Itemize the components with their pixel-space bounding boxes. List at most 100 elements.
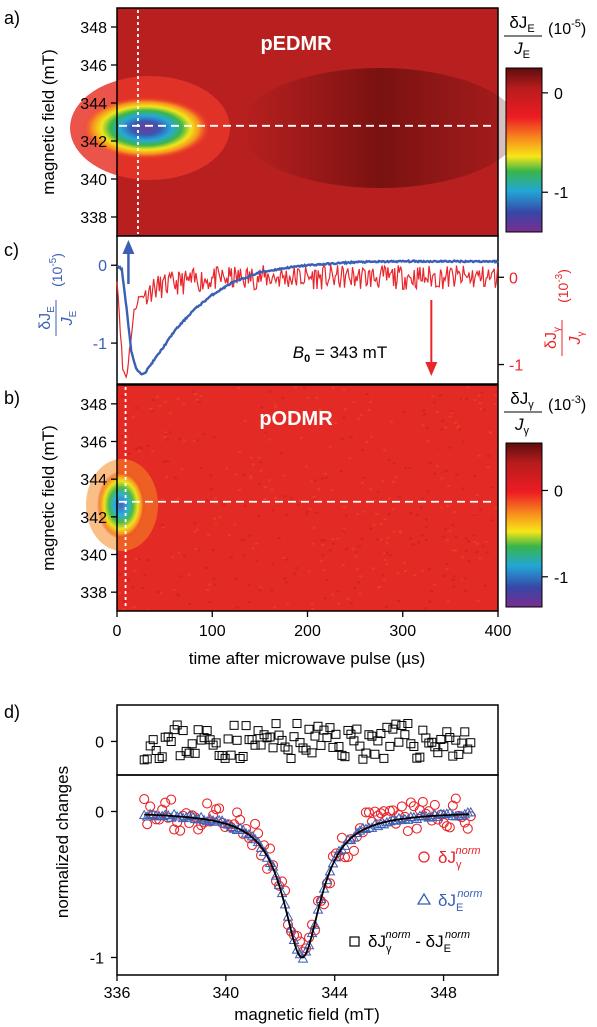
linechart-c-left-ticks: 0 -1 xyxy=(93,258,117,353)
noise-speck xyxy=(137,446,141,449)
noise-speck xyxy=(247,583,251,586)
noise-speck xyxy=(411,543,415,546)
diff-square xyxy=(154,754,164,764)
diff-square xyxy=(463,744,473,754)
noise-speck xyxy=(257,515,261,518)
noise-speck xyxy=(345,548,349,551)
noise-speck xyxy=(386,536,390,539)
colorbar-a-label-num: δJE xyxy=(509,13,534,35)
noise-speck xyxy=(479,508,483,511)
noise-speck xyxy=(263,432,267,435)
colorbar-b-ticks: 0 -1 xyxy=(542,483,568,587)
diff-square xyxy=(430,742,440,752)
diff-square xyxy=(208,740,218,750)
heatmap-b-title: pODMR xyxy=(259,408,333,430)
noise-speck xyxy=(494,507,498,510)
noise-speck xyxy=(423,413,427,416)
je-triangle xyxy=(438,808,450,819)
noise-speck xyxy=(311,542,315,545)
colorbar-a-ticks: 0 -1 xyxy=(542,86,568,202)
noise-speck xyxy=(270,488,274,491)
je-triangle xyxy=(204,813,216,824)
noise-speck xyxy=(212,578,216,581)
noise-speck xyxy=(428,600,432,603)
noise-speck xyxy=(196,439,200,442)
scatter-d-top-markers xyxy=(139,718,476,765)
noise-speck xyxy=(125,414,129,417)
noise-speck xyxy=(248,534,252,537)
legend-square-marker xyxy=(349,936,360,947)
noise-speck xyxy=(421,497,425,500)
jgamma-circle xyxy=(202,798,213,809)
diff-square xyxy=(361,748,371,758)
noise-speck xyxy=(234,577,238,580)
noise-speck xyxy=(489,431,493,434)
noise-speck xyxy=(424,518,428,521)
noise-speck xyxy=(162,460,166,463)
noise-speck xyxy=(449,411,453,414)
diff-square xyxy=(163,732,173,742)
diff-square xyxy=(322,733,332,743)
noise-speck xyxy=(258,461,262,464)
diff-square xyxy=(304,724,314,734)
noise-speck xyxy=(260,406,264,409)
noise-speck xyxy=(247,601,251,604)
noise-speck xyxy=(233,523,237,526)
noise-speck xyxy=(193,522,197,525)
noise-speck xyxy=(207,583,211,586)
noise-speck xyxy=(461,556,465,559)
noise-speck xyxy=(176,497,180,500)
noise-speck xyxy=(292,572,296,575)
diff-square xyxy=(262,733,272,743)
diff-square xyxy=(391,719,401,729)
heatmap-b-ylabel: magnetic field (mT) xyxy=(39,425,58,570)
noise-speck xyxy=(435,465,439,468)
jgamma-circle xyxy=(142,819,153,830)
noise-speck xyxy=(354,555,358,558)
diff-square xyxy=(148,735,158,745)
noise-speck xyxy=(473,399,477,402)
noise-speck xyxy=(312,423,316,426)
noise-speck xyxy=(146,559,150,562)
diff-square xyxy=(403,718,413,728)
diff-square xyxy=(316,740,326,750)
je-triangle xyxy=(360,823,372,833)
jgamma-circle xyxy=(462,823,473,834)
noise-speck xyxy=(289,497,293,500)
noise-speck xyxy=(382,449,386,452)
noise-speck xyxy=(377,586,381,589)
diff-square xyxy=(232,735,242,745)
noise-speck xyxy=(421,424,425,427)
noise-speck xyxy=(342,528,346,531)
diff-square xyxy=(172,720,182,730)
noise-speck xyxy=(466,540,470,543)
noise-speck xyxy=(281,396,285,399)
legend-jgamma: δJγnorm xyxy=(438,845,481,871)
noise-speck xyxy=(442,535,446,538)
annotation-sub: 0 xyxy=(304,353,310,365)
noise-speck xyxy=(484,540,488,543)
x-tick-label: 400 xyxy=(485,623,512,640)
linechart-c-series xyxy=(116,259,499,379)
diff-square xyxy=(226,750,236,760)
noise-speck xyxy=(298,499,302,502)
cbar-tick-label: -1 xyxy=(554,570,568,587)
diff-square xyxy=(139,755,149,765)
linechart-c-annotation: B0 = 343 mT xyxy=(293,343,387,365)
diff-square xyxy=(373,736,383,746)
colorbar-a-num-sub: E xyxy=(527,23,534,35)
noise-speck xyxy=(237,450,241,453)
noise-speck xyxy=(402,561,406,564)
noise-speck xyxy=(365,393,369,396)
noise-speck xyxy=(209,488,213,491)
noise-speck xyxy=(134,558,138,561)
noise-speck xyxy=(444,469,448,472)
colorbar-a-unit-base: (10 xyxy=(548,21,571,38)
colorbar-b-unit-base: (10 xyxy=(548,397,571,414)
noise-speck xyxy=(358,545,362,548)
je-triangle xyxy=(414,810,426,820)
diff-square xyxy=(265,732,275,742)
noise-speck xyxy=(355,568,359,571)
noise-speck xyxy=(312,495,316,498)
